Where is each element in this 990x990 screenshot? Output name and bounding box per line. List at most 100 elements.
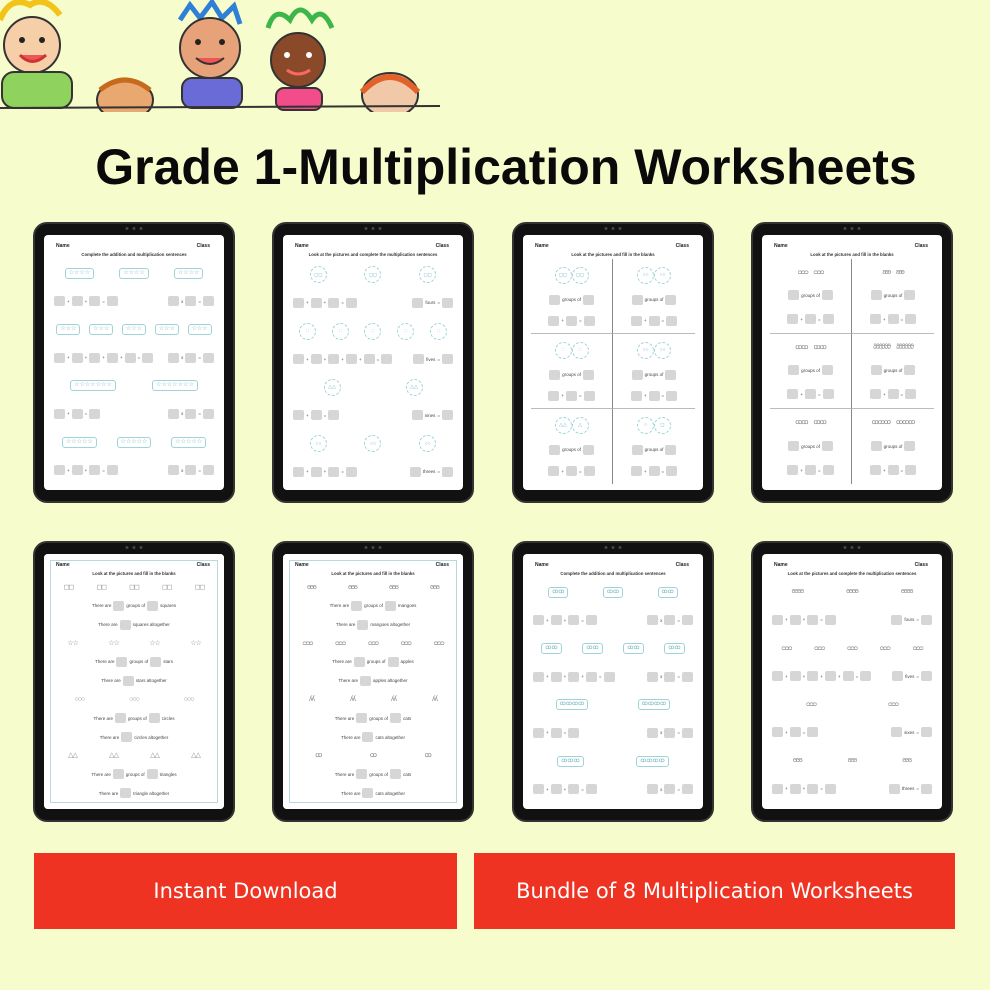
answer-box[interactable]: [648, 390, 660, 401]
answer-box[interactable]: [345, 466, 357, 477]
answer-box[interactable]: [185, 352, 197, 363]
answer-box[interactable]: [665, 294, 677, 305]
answer-box[interactable]: [328, 297, 340, 308]
answer-box[interactable]: [870, 441, 882, 451]
answer-box[interactable]: [356, 713, 368, 724]
answer-box[interactable]: [921, 614, 932, 625]
answer-box[interactable]: [148, 713, 160, 724]
answer-box[interactable]: [869, 465, 881, 475]
answer-box[interactable]: [789, 727, 801, 738]
answer-box[interactable]: [870, 290, 882, 301]
answer-box[interactable]: [887, 389, 899, 400]
answer-box[interactable]: [870, 365, 882, 376]
answer-box[interactable]: [328, 410, 340, 421]
answer-box[interactable]: [666, 315, 678, 326]
answer-box[interactable]: [821, 290, 833, 301]
answer-box[interactable]: [533, 671, 544, 682]
answer-box[interactable]: [548, 390, 560, 401]
answer-box[interactable]: [860, 671, 872, 682]
answer-box[interactable]: [583, 315, 595, 326]
answer-box[interactable]: [891, 614, 903, 625]
answer-box[interactable]: [772, 783, 783, 794]
answer-box[interactable]: [106, 465, 118, 476]
answer-box[interactable]: [582, 294, 594, 305]
answer-box[interactable]: [116, 656, 128, 667]
answer-box[interactable]: [119, 619, 131, 630]
answer-box[interactable]: [185, 465, 197, 476]
answer-box[interactable]: [772, 614, 783, 625]
answer-box[interactable]: [648, 315, 660, 326]
answer-box[interactable]: [630, 390, 642, 401]
answer-box[interactable]: [54, 465, 65, 476]
answer-box[interactable]: [904, 365, 916, 376]
answer-box[interactable]: [631, 444, 643, 455]
answer-box[interactable]: [905, 465, 917, 475]
answer-box[interactable]: [203, 296, 214, 307]
answer-box[interactable]: [807, 727, 819, 738]
answer-box[interactable]: [807, 614, 819, 625]
answer-box[interactable]: [310, 466, 322, 477]
answer-box[interactable]: [647, 615, 659, 626]
answer-box[interactable]: [904, 290, 916, 301]
answer-box[interactable]: [442, 297, 453, 308]
answer-box[interactable]: [822, 465, 834, 475]
answer-box[interactable]: [89, 296, 101, 307]
answer-box[interactable]: [665, 444, 677, 455]
answer-box[interactable]: [147, 600, 159, 611]
answer-box[interactable]: [583, 390, 595, 401]
answer-box[interactable]: [345, 354, 357, 365]
answer-box[interactable]: [904, 441, 916, 451]
answer-box[interactable]: [89, 352, 101, 363]
answer-box[interactable]: [310, 297, 322, 308]
answer-box[interactable]: [647, 727, 659, 738]
answer-box[interactable]: [568, 615, 580, 626]
answer-box[interactable]: [824, 783, 836, 794]
answer-box[interactable]: [887, 314, 899, 325]
answer-box[interactable]: [203, 408, 214, 419]
answer-box[interactable]: [203, 465, 214, 476]
answer-box[interactable]: [603, 671, 615, 682]
answer-box[interactable]: [357, 619, 369, 630]
answer-box[interactable]: [310, 410, 322, 421]
answer-box[interactable]: [387, 656, 399, 667]
answer-box[interactable]: [585, 784, 597, 795]
answer-box[interactable]: [566, 466, 577, 477]
answer-box[interactable]: [411, 410, 423, 421]
answer-box[interactable]: [142, 352, 154, 363]
answer-box[interactable]: [550, 784, 562, 795]
answer-box[interactable]: [114, 713, 126, 724]
answer-box[interactable]: [682, 784, 693, 795]
tablet-worksheet-7[interactable]: Name Class Complete the addition and multi…: [512, 541, 714, 822]
answer-box[interactable]: [891, 727, 903, 738]
answer-box[interactable]: [550, 671, 562, 682]
answer-box[interactable]: [168, 465, 180, 476]
answer-box[interactable]: [54, 352, 65, 363]
answer-box[interactable]: [583, 466, 595, 477]
answer-box[interactable]: [71, 408, 83, 419]
answer-box[interactable]: [888, 783, 900, 794]
tablet-worksheet-6[interactable]: Name Class Look at the pictures and fill i…: [272, 541, 474, 822]
answer-box[interactable]: [630, 315, 642, 326]
answer-box[interactable]: [648, 466, 660, 477]
answer-box[interactable]: [549, 444, 561, 455]
answer-box[interactable]: [921, 727, 932, 738]
answer-box[interactable]: [359, 675, 371, 686]
answer-box[interactable]: [772, 671, 783, 682]
answer-box[interactable]: [682, 615, 693, 626]
answer-box[interactable]: [807, 671, 819, 682]
answer-box[interactable]: [787, 465, 799, 475]
answer-box[interactable]: [789, 614, 801, 625]
answer-box[interactable]: [412, 297, 424, 308]
answer-box[interactable]: [122, 675, 134, 686]
answer-box[interactable]: [363, 354, 375, 365]
tablet-worksheet-8[interactable]: Name Class Look at the pictures and comple…: [751, 541, 953, 822]
answer-box[interactable]: [89, 408, 101, 419]
answer-box[interactable]: [772, 727, 783, 738]
answer-box[interactable]: [113, 600, 125, 611]
answer-box[interactable]: [665, 369, 677, 380]
answer-box[interactable]: [682, 727, 693, 738]
answer-box[interactable]: [168, 296, 180, 307]
answer-box[interactable]: [805, 465, 816, 475]
answer-box[interactable]: [362, 732, 374, 743]
answer-box[interactable]: [568, 727, 580, 738]
